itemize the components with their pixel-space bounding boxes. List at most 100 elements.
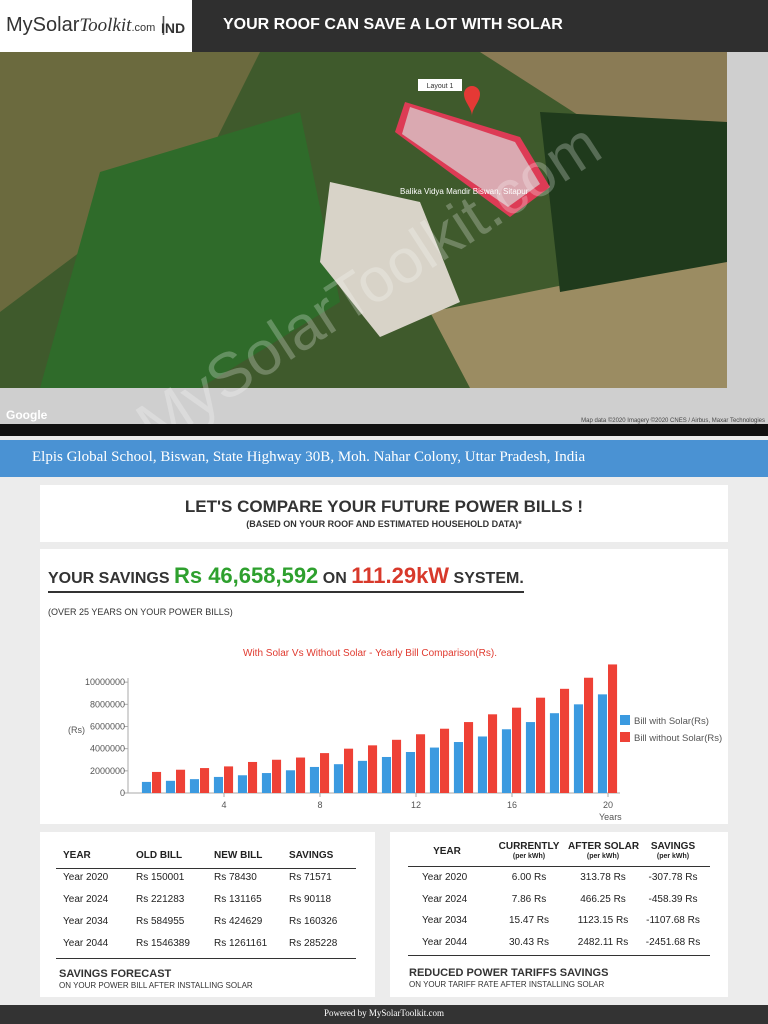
bar bbox=[261, 773, 271, 793]
map: Layout 1 Balika Vidya Mandir Biswan, Sit… bbox=[0, 52, 768, 436]
bar bbox=[488, 714, 498, 793]
bar bbox=[381, 756, 391, 793]
y-tick-label: 10000000 bbox=[85, 677, 125, 687]
table-title: REDUCED POWER TARIFFS SAVINGS bbox=[409, 967, 609, 979]
table-cell: Rs 90118 bbox=[289, 894, 332, 905]
legend-label: Bill with Solar(Rs) bbox=[634, 716, 709, 727]
bar bbox=[344, 748, 354, 793]
bar bbox=[392, 739, 402, 793]
field bbox=[40, 112, 340, 388]
bar bbox=[368, 745, 378, 793]
divider bbox=[56, 868, 356, 869]
bar bbox=[272, 759, 282, 793]
table-cell: -307.78 Rs bbox=[648, 872, 698, 883]
bar bbox=[405, 751, 415, 793]
forecast-card: YEAR OLD BILL NEW BILL SAVINGS Year 2020 Rs 1… bbox=[40, 832, 375, 997]
column-header: SAVINGS bbox=[650, 841, 696, 852]
column-header: SAVINGS bbox=[289, 850, 334, 861]
logo: MySolarToolkit.com | bbox=[6, 14, 167, 36]
bar bbox=[416, 734, 426, 793]
column-header: YEAR bbox=[433, 846, 461, 857]
divider bbox=[408, 866, 710, 867]
y-axis-label: (Rs) bbox=[68, 725, 85, 735]
bar bbox=[152, 771, 162, 793]
logo-suffix: .com bbox=[131, 22, 156, 34]
bar bbox=[512, 707, 522, 793]
table-cell: Year 2024 bbox=[422, 893, 468, 905]
table-cell: Rs 78430 bbox=[214, 872, 257, 883]
legend-swatch bbox=[620, 732, 630, 742]
y-tick-label: 0 bbox=[120, 788, 125, 798]
table-cell: Year 2020 bbox=[422, 872, 468, 883]
table-cell: Rs 1546389 bbox=[136, 938, 190, 949]
table-cell: 466.25 Rs bbox=[580, 893, 626, 905]
bar bbox=[200, 768, 210, 793]
bar bbox=[333, 764, 343, 793]
table-cell: Year 2034 bbox=[422, 915, 468, 926]
bar bbox=[176, 769, 186, 793]
bar bbox=[285, 770, 295, 793]
savings-prefix: YOUR SAVINGS bbox=[48, 570, 170, 587]
logo-box: MySolarToolkit.com | IND bbox=[0, 0, 192, 52]
address: Elpis Global School, Biswan, State Highw… bbox=[32, 449, 586, 465]
bar bbox=[597, 694, 607, 793]
bar bbox=[248, 761, 258, 793]
country: IND bbox=[161, 20, 186, 36]
table-cell: Year 2020 bbox=[63, 872, 109, 883]
table-cell: 313.78 Rs bbox=[580, 872, 626, 883]
chart-title: With Solar Vs Without Solar - Yearly Bil… bbox=[243, 648, 497, 659]
bar bbox=[213, 776, 223, 793]
table-cell: 2482.11 Rs bbox=[577, 936, 629, 948]
bar bbox=[357, 760, 367, 793]
column-header: AFTER SOLAR bbox=[568, 841, 640, 852]
table-cell: -458.39 Rs bbox=[648, 893, 698, 905]
building bbox=[320, 182, 460, 337]
compare-title: LET'S COMPARE YOUR FUTURE POWER BILLS ! bbox=[184, 497, 584, 516]
table-subtitle: ON YOUR POWER BILL AFTER INSTALLING SOLA… bbox=[59, 981, 253, 990]
bar bbox=[237, 775, 247, 793]
panels bbox=[402, 107, 540, 207]
logo-main: MySolar bbox=[6, 14, 80, 36]
savings-mid: ON bbox=[322, 570, 347, 587]
column-unit: (per kWh) bbox=[586, 853, 620, 860]
place-label: Balika Vidya Mandir Biswan, Sitapur bbox=[400, 187, 529, 196]
savings-headline: YOUR SAVINGS Rs 46,658,592 ON 111.29kW S… bbox=[48, 563, 524, 593]
bar bbox=[165, 780, 175, 793]
y-tick-label: 8000000 bbox=[90, 699, 125, 709]
table-cell: -2451.68 Rs bbox=[645, 936, 701, 948]
savings-suffix: SYSTEM. bbox=[453, 570, 524, 587]
x-tick-label: 8 bbox=[317, 800, 322, 810]
header: MySolarToolkit.com | IND YOUR ROOF CAN S… bbox=[0, 0, 768, 52]
field bbox=[430, 252, 727, 388]
google-logo: Google bbox=[6, 408, 48, 422]
table-cell: Rs 150001 bbox=[136, 872, 185, 883]
footer-text: Powered by MySolarToolkit.com bbox=[323, 1008, 445, 1018]
compare-subtitle: (BASED ON YOUR ROOF AND ESTIMATED HOUSEH… bbox=[246, 519, 522, 529]
bar bbox=[224, 766, 234, 793]
bar bbox=[464, 722, 474, 793]
table-cell: Year 2044 bbox=[63, 938, 109, 949]
table-cell: 6.00 Rs bbox=[511, 872, 547, 883]
column-header: OLD BILL bbox=[136, 850, 183, 861]
table-cell: Year 2034 bbox=[63, 916, 109, 927]
layout-box bbox=[418, 79, 462, 91]
map-border bbox=[0, 424, 768, 436]
column-header: NEW BILL bbox=[214, 850, 263, 861]
table-subtitle: ON YOUR TARIFF RATE AFTER INSTALLING SOL… bbox=[409, 980, 605, 989]
table-cell: 30.43 Rs bbox=[508, 936, 550, 948]
bar bbox=[477, 736, 487, 793]
x-tick-label: 12 bbox=[411, 800, 421, 810]
table-cell: Rs 131165 bbox=[214, 894, 262, 905]
column-header: YEAR bbox=[63, 850, 91, 861]
attribution: Map data ©2020 Imagery ©2020 CNES / Airb… bbox=[581, 417, 765, 424]
bar bbox=[560, 688, 570, 793]
table-cell: Rs 1261161 bbox=[214, 938, 268, 949]
bar bbox=[549, 713, 559, 793]
x-tick-label: 4 bbox=[221, 800, 226, 810]
bar bbox=[584, 677, 594, 793]
pin bbox=[464, 86, 480, 116]
bar bbox=[141, 781, 151, 793]
bar bbox=[189, 779, 199, 793]
table-cell: Rs 285228 bbox=[289, 938, 338, 949]
